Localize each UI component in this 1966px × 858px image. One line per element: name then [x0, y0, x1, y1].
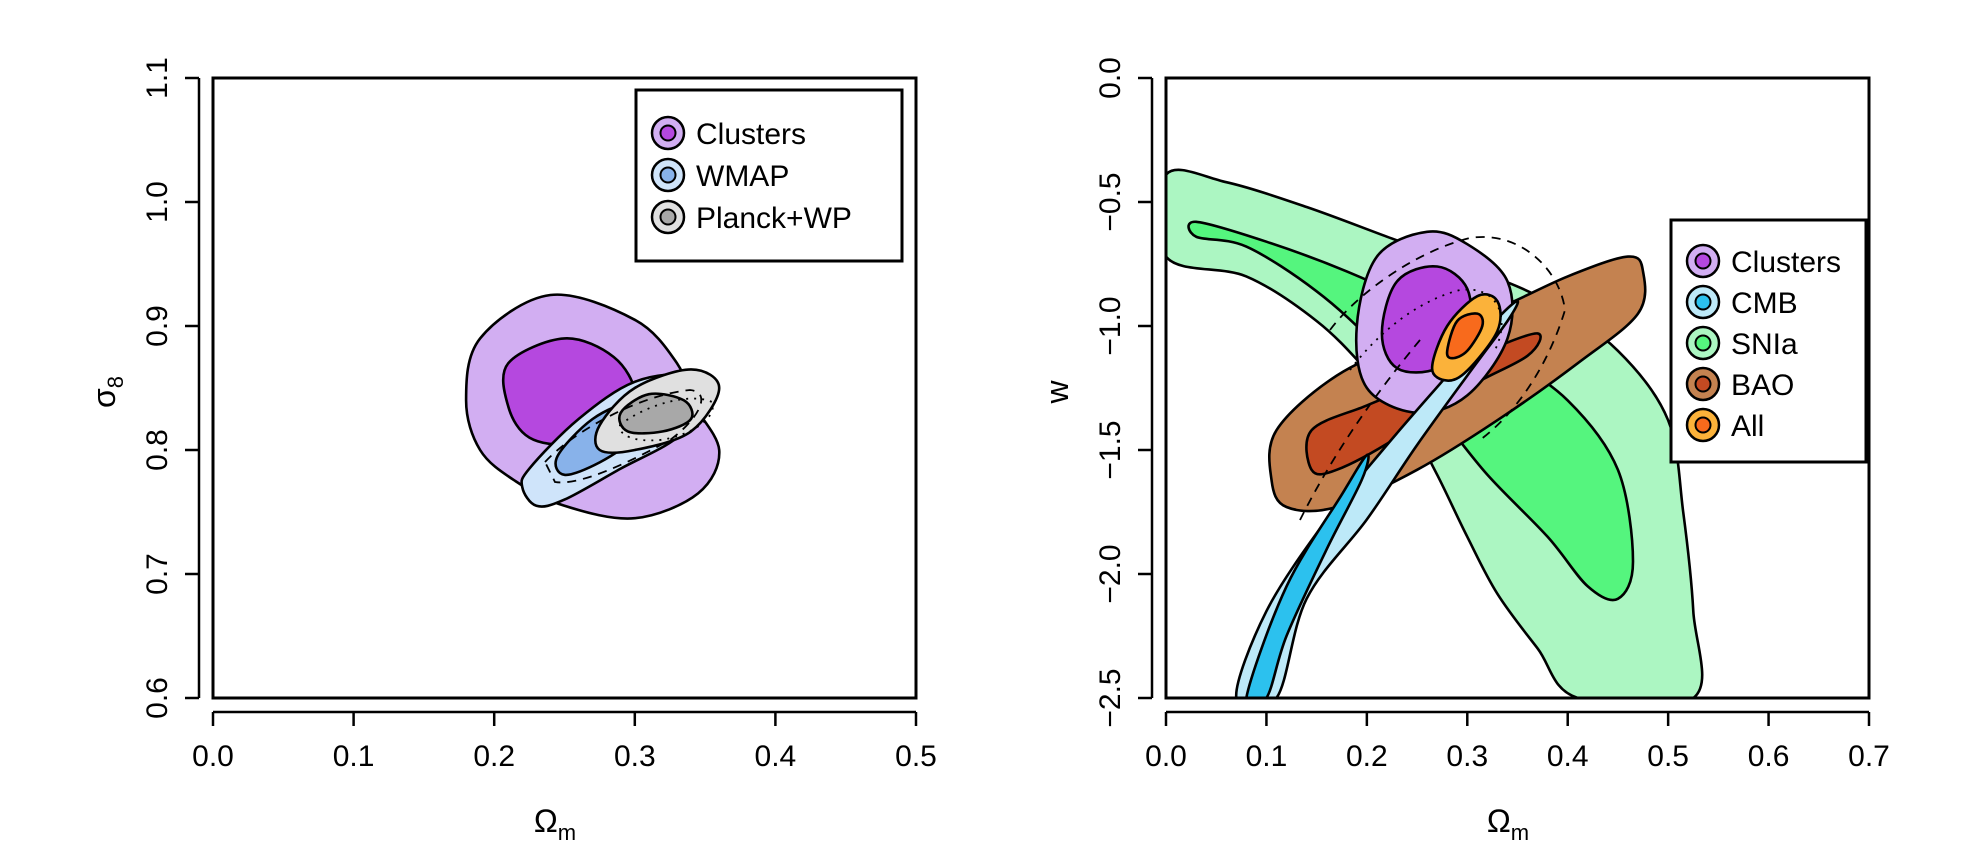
right-y-tick-label: −2.5: [1094, 668, 1127, 727]
left-x-tick-label: 0.2: [473, 740, 515, 773]
panel-right: 0.0 0.1 0.2 0.3 0.4 0.5 0.6 0.7 −2.5 −2.0 −1.5 −1.…: [1039, 57, 1890, 845]
right-x-title-main: Ω: [1487, 803, 1511, 839]
left-y-tick-label: 1.0: [141, 181, 174, 223]
right-x-tick-label: 0.0: [1145, 740, 1187, 773]
right-y-title: w: [1039, 380, 1075, 405]
left-x-axis: 0.0 0.1 0.2 0.3 0.4 0.5: [192, 710, 937, 773]
right-x-tick-label: 0.7: [1848, 740, 1890, 773]
left-x-tick-label: 0.4: [755, 740, 797, 773]
left-y-tick-label: 0.8: [141, 429, 174, 471]
right-legend-label-clusters: Clusters: [1731, 246, 1841, 279]
left-y-tick-label: 0.6: [141, 677, 174, 719]
left-x-tick-label: 0.0: [192, 740, 234, 773]
left-legend-swatch-wmap-inner: [659, 166, 677, 184]
right-contour-all-68: [1445, 312, 1485, 360]
left-x-tick-label: 0.1: [333, 740, 375, 773]
left-contour-planck-wp-68: [618, 392, 694, 435]
left-y-tick-label: 1.1: [141, 57, 174, 99]
right-legend-swatch-snia-inner: [1694, 334, 1712, 352]
left-x-title: Ωm: [534, 803, 576, 845]
right-legend-label-cmb: CMB: [1731, 287, 1798, 320]
left-legend-swatch-planck-wp-inner: [659, 208, 677, 226]
right-y-axis: −2.5 −2.0 −1.5 −1.0 −0.5 0.0: [1094, 57, 1154, 728]
right-legend-swatch-clusters-inner: [1694, 252, 1712, 270]
left-y-title: σ8: [86, 376, 128, 408]
right-legend-swatch-all-inner: [1694, 416, 1712, 434]
left-x-title-sub: m: [558, 820, 576, 845]
right-legend-swatch-cmb-inner: [1694, 293, 1712, 311]
right-x-tick-label: 0.3: [1446, 740, 1488, 773]
right-x-tick-label: 0.6: [1748, 740, 1790, 773]
left-legend-label-clusters: Clusters: [696, 118, 806, 151]
right-y-tick-label: −2.0: [1094, 544, 1127, 603]
right-y-tick-label: −1.0: [1094, 296, 1127, 355]
left-y-title-sub: 8: [103, 376, 128, 388]
right-x-title-sub: m: [1511, 820, 1529, 845]
left-y-title-main: σ: [86, 388, 122, 408]
right-plot-frame: [1164, 76, 1871, 700]
right-legend-label-snia: SNIa: [1731, 328, 1798, 361]
right-dashed-lines: [1299, 236, 1566, 521]
right-x-tick-label: 0.1: [1246, 740, 1288, 773]
left-x-tick-label: 0.3: [614, 740, 656, 773]
right-dashed-cmb: [1299, 339, 1421, 521]
right-y-tick-label: −0.5: [1094, 172, 1127, 231]
right-legend-swatch-bao-inner: [1694, 375, 1712, 393]
right-x-tick-label: 0.2: [1346, 740, 1388, 773]
panel-left: 0.0 0.1 0.2 0.3 0.4 0.5 0.6 0.7 0.8 0.9 1.0 1.1 Ωm…: [86, 57, 937, 845]
right-y-tick-label: 0.0: [1094, 57, 1127, 99]
left-plot-frame: [211, 76, 918, 700]
right-x-axis: 0.0 0.1 0.2 0.3 0.4 0.5 0.6 0.7: [1145, 710, 1890, 773]
left-y-tick-label: 0.9: [141, 305, 174, 347]
right-x-title: Ωm: [1487, 803, 1529, 845]
right-x-tick-label: 0.5: [1647, 740, 1689, 773]
left-y-tick-label: 0.7: [141, 553, 174, 595]
right-legend-label-bao: BAO: [1731, 369, 1794, 402]
right-x-tick-label: 0.4: [1547, 740, 1589, 773]
left-x-title-main: Ω: [534, 803, 558, 839]
right-dashed-arc: [1329, 236, 1566, 441]
left-legend-label-planck-wp: Planck+WP: [696, 202, 852, 235]
left-legend-label-wmap: WMAP: [696, 160, 789, 193]
right-y-tick-label: −1.5: [1094, 420, 1127, 479]
right-legend: Clusters CMB SNIa BAO All: [1669, 218, 1868, 464]
right-contours: [1166, 168, 1704, 698]
left-contours: [464, 293, 721, 520]
left-x-tick-label: 0.5: [895, 740, 937, 773]
left-y-axis: 0.6 0.7 0.8 0.9 1.0 1.1: [141, 57, 201, 719]
left-legend: Clusters WMAP Planck+WP: [634, 88, 904, 263]
right-contour-cmb-68: [1244, 453, 1370, 698]
right-legend-label-all: All: [1731, 410, 1764, 443]
left-legend-swatch-clusters-inner: [659, 124, 677, 142]
